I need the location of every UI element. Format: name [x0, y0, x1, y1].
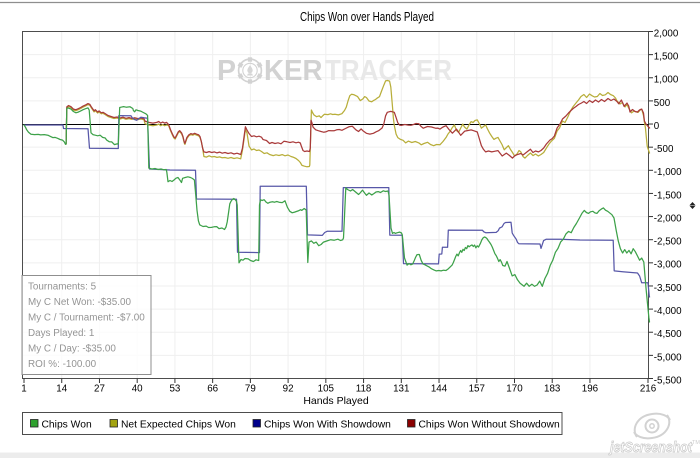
svg-text:Chips Won With Showdown: Chips Won With Showdown: [264, 420, 391, 431]
svg-text:53: 53: [169, 384, 180, 395]
svg-text:jetScreenshot: jetScreenshot: [608, 440, 693, 456]
svg-text:40: 40: [132, 384, 143, 395]
svg-text:-500: -500: [654, 144, 674, 155]
svg-text:KER: KER: [264, 55, 323, 87]
svg-text:66: 66: [207, 384, 218, 395]
svg-text:My C Net Won: -$35.00: My C Net Won: -$35.00: [28, 297, 132, 308]
svg-text:-3,000: -3,000: [654, 260, 682, 271]
svg-text:-1,000: -1,000: [654, 167, 682, 178]
svg-text:27: 27: [94, 384, 105, 395]
svg-text:Chips Won over Hands Played: Chips Won over Hands Played: [300, 10, 434, 24]
svg-text:157: 157: [469, 384, 485, 395]
svg-text:2,000: 2,000: [654, 28, 679, 39]
svg-text:-2,500: -2,500: [654, 237, 682, 248]
svg-text:My C / Day: -$35.00: My C / Day: -$35.00: [28, 344, 116, 355]
svg-text:79: 79: [245, 384, 256, 395]
svg-text:500: 500: [654, 98, 671, 109]
svg-text:1: 1: [21, 384, 26, 395]
svg-text:-4,000: -4,000: [654, 306, 682, 317]
svg-text:-2,000: -2,000: [654, 213, 682, 224]
svg-text:-5,500: -5,500: [654, 375, 682, 386]
svg-text:P: P: [217, 55, 236, 87]
svg-text:-4,500: -4,500: [654, 329, 682, 340]
svg-text:-5,000: -5,000: [654, 352, 682, 363]
svg-text:105: 105: [318, 384, 335, 395]
svg-text:118: 118: [356, 384, 372, 395]
svg-text:144: 144: [431, 384, 448, 395]
svg-text:92: 92: [283, 384, 294, 395]
svg-text:14: 14: [56, 384, 67, 395]
svg-text:170: 170: [506, 384, 523, 395]
svg-text:Hands Played: Hands Played: [303, 395, 369, 407]
svg-text:196: 196: [582, 384, 599, 395]
svg-text:Chips Won: Chips Won: [42, 420, 92, 431]
svg-text:Days Played: 1: Days Played: 1: [28, 328, 95, 339]
svg-text:1,000: 1,000: [654, 75, 679, 86]
svg-text:131: 131: [393, 384, 409, 395]
svg-text:0: 0: [654, 121, 660, 132]
svg-text:-3,500: -3,500: [654, 283, 682, 294]
svg-text:ROI %: -100.00: ROI %: -100.00: [28, 359, 97, 370]
svg-text:-1,500: -1,500: [654, 190, 682, 201]
svg-text:Chips Won Without Showdown: Chips Won Without Showdown: [419, 420, 560, 431]
svg-text:1,500: 1,500: [654, 52, 679, 63]
svg-text:My C / Tournament: -$7.00: My C / Tournament: -$7.00: [28, 313, 145, 324]
svg-text:Net Expected Chips Won: Net Expected Chips Won: [121, 420, 236, 431]
svg-text:TRACKER: TRACKER: [325, 55, 452, 87]
svg-text:216: 216: [640, 384, 657, 395]
svg-text:TM: TM: [692, 440, 700, 446]
svg-text:Tournaments: 5: Tournaments: 5: [28, 282, 97, 293]
svg-text:183: 183: [544, 384, 561, 395]
